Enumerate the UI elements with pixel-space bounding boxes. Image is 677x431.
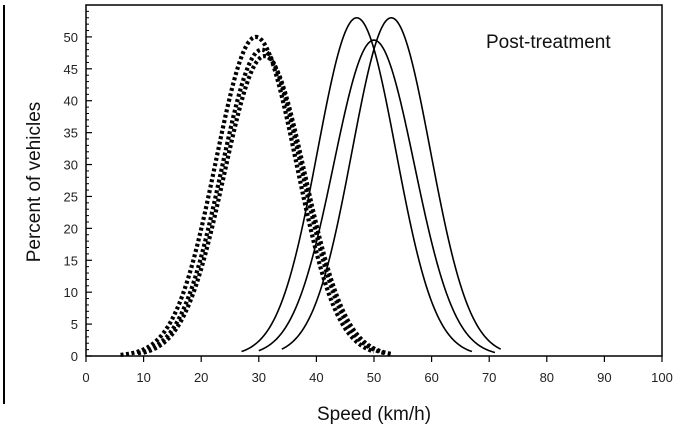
series-layer [120, 16, 502, 357]
y-tick-label: 20 [64, 221, 78, 236]
y-tick-label: 45 [64, 62, 78, 77]
y-tick-label: 10 [64, 285, 78, 300]
dotted-series-line-3 [143, 53, 392, 356]
x-tick-label: 50 [367, 370, 381, 385]
x-tick-label: 40 [309, 370, 323, 385]
y-tick-label: 35 [64, 126, 78, 141]
x-tick-label: 0 [82, 370, 89, 385]
y-tick-label: 50 [64, 30, 78, 45]
y-tick-label: 0 [71, 349, 78, 364]
y-axis-ticks: 0 5 10 15 20 25 30 35 40 45 50 [64, 10, 92, 364]
y-tick-label: 40 [64, 94, 78, 109]
dotted-series-line-2 [137, 47, 386, 356]
y-tick-label: 25 [64, 189, 78, 204]
post-treatment-annotation: Post-treatment [486, 32, 611, 53]
solid-series-line-6 [281, 16, 502, 350]
y-axis-title: Percent of vehicles [24, 102, 45, 263]
solid-series-line-4 [241, 16, 473, 353]
solid-series-line-5 [258, 39, 496, 354]
y-tick-label: 30 [64, 158, 78, 173]
x-tick-label: 20 [194, 370, 208, 385]
x-tick-label: 90 [597, 370, 611, 385]
x-tick-label: 100 [651, 370, 673, 385]
x-tick-label: 80 [540, 370, 554, 385]
y-tick-label: 15 [64, 253, 78, 268]
x-tick-label: 70 [482, 370, 496, 385]
x-tick-label: 10 [136, 370, 150, 385]
dotted-series-line-1 [120, 34, 375, 357]
x-tick-label: 30 [252, 370, 266, 385]
y-tick-label: 5 [71, 317, 78, 332]
x-tick-label: 60 [424, 370, 438, 385]
plot-frame [85, 4, 663, 357]
x-axis-title: Speed (km/h) [317, 404, 431, 425]
x-axis-ticks: 0 10 20 30 40 50 60 70 80 90 100 [82, 356, 673, 385]
